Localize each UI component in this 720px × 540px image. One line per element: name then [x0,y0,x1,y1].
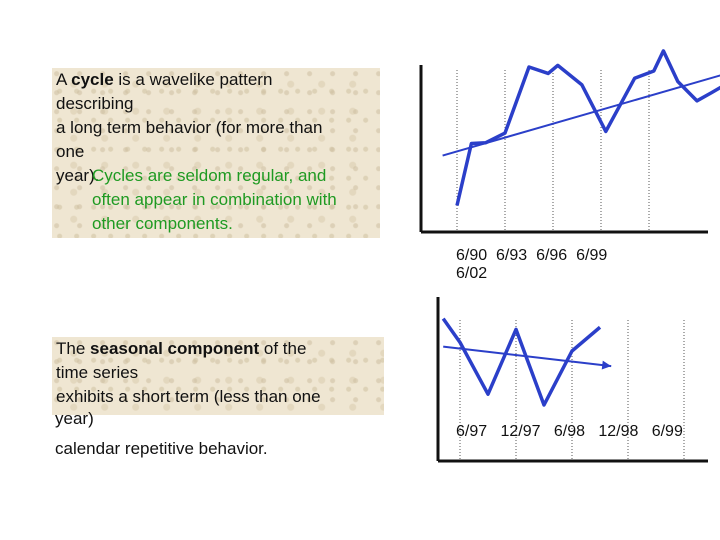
seasonal-line-2: time series [56,363,139,382]
seasonal-line-1: The seasonal component of the [52,337,384,361]
cycle-chart [419,49,720,234]
cycle-note-line-3: other components. [92,214,233,233]
seasonal-series-line [441,317,602,407]
cycle-note-line-1: Cycles are seldom regular, and [92,166,327,185]
seasonal-trend-line [443,345,612,368]
cycle-line-2: describing [56,94,134,113]
cycle-line-3: a long term behavior (for more than [56,118,323,137]
seasonal-line-5: calendar repetitive behavior. [55,439,268,458]
cycle-tick-labels-line-2: 6/02 [456,265,488,282]
cycle-note-line-2: often appear in combination with [92,190,337,209]
seasonal-overflow: year) calendar repetitive behavior. [55,409,268,459]
cycle-series-line [455,49,720,206]
seasonal-definition-box: The seasonal component of the time serie… [52,337,384,415]
seasonal-keyword: seasonal component [90,339,260,358]
seasonal-line-3: exhibits a short term (less than one [56,387,321,406]
cycle-tick-labels: 6/90 6/93 6/96 6/99 6/02 [456,247,607,283]
cycle-tick-labels-line-1: 6/90 6/93 6/96 6/99 [456,247,608,264]
cycle-line-1: A cycle is a wavelike pattern [52,68,380,92]
cycle-line-1-post: is a wavelike pattern [113,70,273,89]
cycle-trend-line [442,74,720,157]
seasonal-trend-arrowhead [601,360,612,370]
cycle-note: Cycles are seldom regular, and often app… [92,164,337,236]
seasonal-tick-labels: 6/97 12/97 6/98 12/98 6/99 [456,423,683,441]
cycle-definition-box: A cycle is a wavelike pattern describing… [52,68,380,238]
seasonal-line-1-pre: The [56,339,91,358]
seasonal-line-1-post: of the [259,339,307,358]
cycle-keyword: cycle [71,70,114,89]
seasonal-line-4: year) [55,409,94,428]
cycle-line-1-pre: A [56,70,72,89]
cycle-line-5: year). [56,166,100,185]
seasonal-tick-labels-line: 6/97 12/97 6/98 12/98 6/99 [456,423,683,440]
seasonal-chart [436,297,708,463]
cycle-line-4: one [56,142,85,161]
